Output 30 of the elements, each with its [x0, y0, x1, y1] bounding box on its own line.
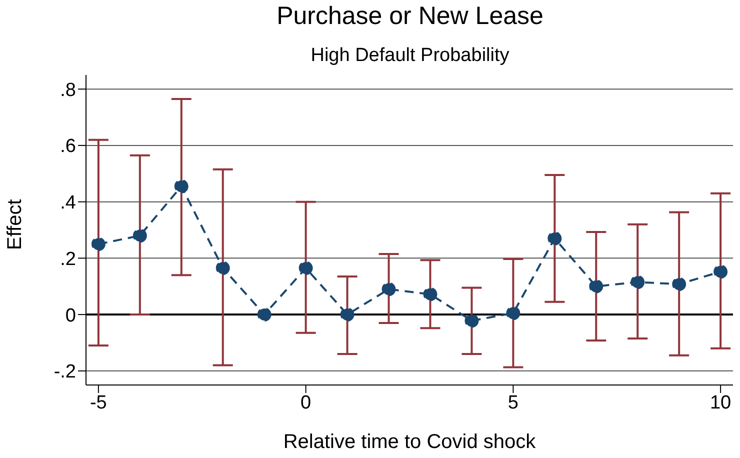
y-tick-label: 0: [65, 305, 76, 326]
point: [464, 314, 479, 328]
point: [91, 237, 106, 252]
point: [672, 277, 686, 292]
chart-subtitle: High Default Probability: [310, 45, 510, 67]
point: [132, 228, 147, 243]
point: [382, 282, 396, 296]
point: [630, 275, 645, 290]
chart-title: Purchase or New Lease: [276, 2, 544, 31]
y-tick-label: -.2: [54, 362, 76, 383]
x-tick-label: 5: [508, 392, 518, 414]
point: [506, 306, 520, 320]
point: [257, 308, 272, 322]
point: [298, 261, 313, 276]
y-axis-title: Effect: [4, 198, 26, 250]
point: [174, 179, 188, 194]
x-tick-label: 10: [710, 392, 732, 414]
point: [714, 264, 728, 279]
y-tick-label: .2: [60, 248, 76, 270]
y-tick-label: .4: [60, 192, 76, 214]
point: [216, 261, 230, 276]
x-tick-label: 0: [300, 392, 312, 414]
y-tick-label: .8: [60, 80, 76, 101]
point: [340, 308, 354, 322]
y-tick-label: .6: [60, 136, 76, 158]
point: [423, 287, 438, 302]
point: [589, 279, 604, 294]
x-tick-label: -5: [90, 392, 107, 414]
x-axis-title: Relative time to Covid shock: [283, 431, 537, 453]
point: [548, 231, 562, 246]
